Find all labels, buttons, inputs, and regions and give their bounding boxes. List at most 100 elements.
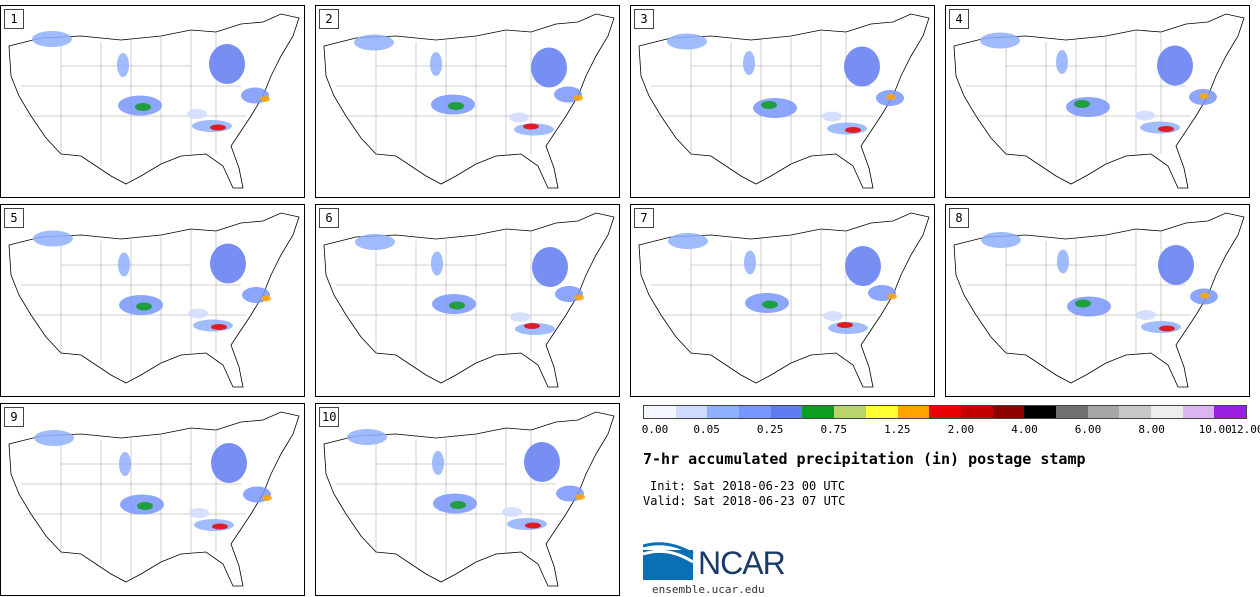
precip-area (743, 51, 755, 75)
precip-area (1074, 100, 1090, 108)
precip-area (210, 124, 226, 131)
member-label: 3 (634, 9, 654, 29)
country-outline (953, 13, 1245, 189)
colorbar-tick-label: 10.00 (1198, 423, 1232, 436)
colorbar-swatch (644, 406, 676, 418)
precip-area (1066, 97, 1110, 117)
country-outline (323, 13, 615, 189)
country-outline (953, 212, 1245, 388)
colorbar-swatch (1087, 406, 1120, 418)
stamp-panel-7: 7 (630, 204, 935, 397)
member-label: 2 (319, 9, 339, 29)
precip-area (210, 243, 246, 284)
precip-area (845, 246, 881, 286)
conus-map (8, 212, 300, 388)
country-outline (8, 411, 300, 587)
stamp-panel-4: 4 (945, 5, 1250, 198)
precip-area (822, 111, 842, 122)
colorbar-swatch (1214, 406, 1247, 418)
colorbar-swatch (739, 406, 771, 418)
precip-area (1136, 310, 1156, 320)
precip-area (667, 33, 707, 50)
precip-area (211, 324, 227, 330)
colorbar-tick-label: 0.00 (641, 423, 669, 436)
precip-area (844, 46, 880, 87)
plot-title: 7-hr accumulated precipitation (in) post… (643, 450, 1086, 468)
colorbar-swatch (1182, 406, 1215, 418)
precip-area (525, 522, 541, 529)
colorbar-tick-label: 0.25 (756, 423, 784, 436)
precip-area (509, 112, 529, 123)
colorbar-swatch (929, 406, 961, 418)
precip-area (449, 301, 465, 310)
precip-area (1075, 299, 1091, 308)
conus-map (323, 212, 615, 388)
precip-area (448, 102, 464, 110)
colorbar-swatch (1024, 406, 1056, 418)
precip-area (1057, 249, 1069, 274)
precip-area (211, 443, 247, 483)
colorbar-swatch (834, 406, 866, 418)
conus-map (8, 411, 300, 587)
colorbar-tick-label: 0.05 (693, 423, 720, 436)
precip-area (355, 234, 395, 250)
precip-area (1135, 110, 1155, 121)
stamp-panel-10: 10 (315, 403, 620, 596)
member-label: 1 (4, 9, 24, 29)
precip-area (668, 233, 708, 249)
colorbar-swatch (1055, 406, 1088, 418)
precip-area (137, 502, 153, 510)
precip-area (981, 232, 1021, 248)
precip-area (762, 300, 778, 309)
country-outline (8, 212, 300, 388)
stamp-panel-1: 1 (0, 5, 305, 198)
conus-map (8, 13, 300, 189)
stamp-panel-5: 5 (0, 204, 305, 397)
member-label: 10 (319, 407, 340, 427)
precip-area (118, 252, 130, 277)
conus-map (323, 411, 615, 587)
member-label: 9 (4, 407, 24, 427)
precip-area (886, 94, 896, 100)
precip-area (532, 247, 568, 287)
precip-area (431, 251, 443, 276)
stamp-panel-9: 9 (0, 403, 305, 596)
conus-map (323, 13, 615, 189)
precip-area (502, 507, 522, 517)
stamp-panel-2: 2 (315, 5, 620, 198)
precip-area (187, 109, 207, 119)
precip-area (260, 96, 270, 102)
colorbar-swatch (865, 406, 898, 418)
precip-area (117, 53, 129, 77)
precip-area (753, 98, 797, 118)
country-outline (638, 13, 930, 189)
precip-area (119, 452, 131, 476)
init-time: Init: Sat 2018-06-23 00 UTC (650, 479, 846, 493)
colorbar-swatch (802, 406, 835, 418)
precip-area (837, 322, 853, 328)
precip-area (524, 323, 540, 329)
colorbar-swatch (992, 406, 1025, 418)
precip-area (354, 34, 394, 51)
colorbar-swatch (707, 406, 740, 418)
valid-time: Valid: Sat 2018-06-23 07 UTC (643, 494, 846, 508)
precip-area (1200, 292, 1210, 299)
member-label: 6 (319, 208, 339, 228)
member-label: 5 (4, 208, 24, 228)
precip-area (574, 294, 584, 301)
colorbar-swatch (770, 406, 803, 418)
precip-area (523, 123, 539, 130)
stamp-panel-3: 3 (630, 5, 935, 198)
precip-area (1158, 126, 1174, 132)
precip-area (531, 47, 567, 88)
colorbar-swatch (897, 406, 930, 418)
precip-area (845, 127, 861, 133)
precip-area (1158, 245, 1194, 285)
precip-area (430, 52, 442, 76)
precip-area (1056, 50, 1068, 74)
precip-area (347, 429, 387, 445)
site-url: ensemble.ucar.edu (652, 583, 765, 596)
precip-area (261, 295, 271, 302)
precip-area (34, 430, 74, 446)
precip-area (823, 311, 843, 321)
